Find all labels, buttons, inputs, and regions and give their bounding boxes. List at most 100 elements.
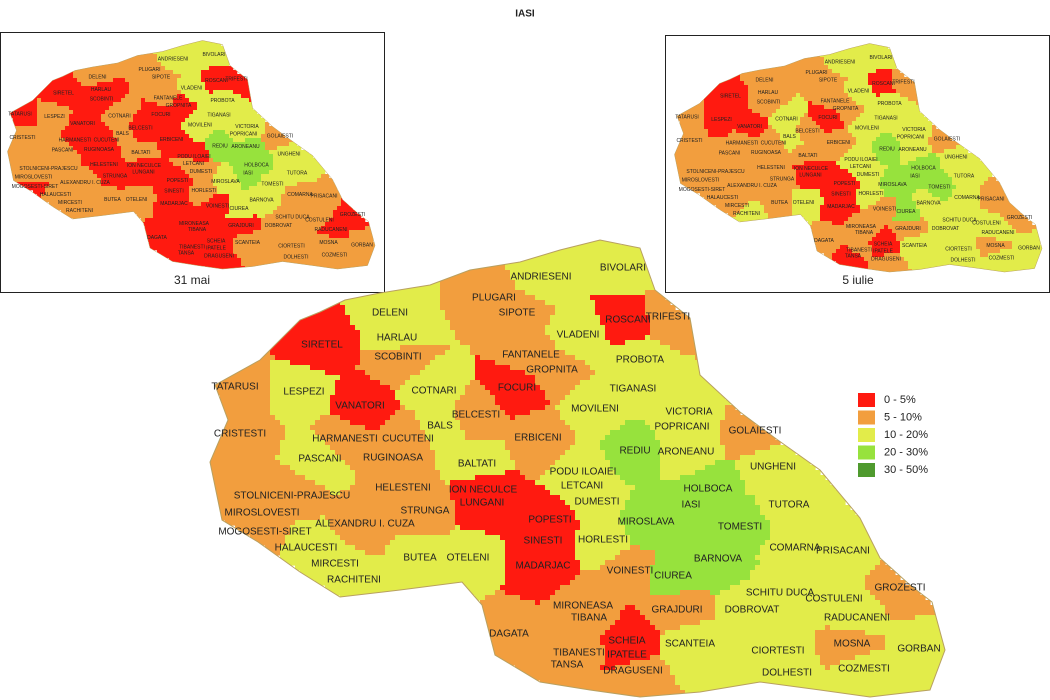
commune-area <box>710 430 716 436</box>
commune-area <box>680 375 686 381</box>
commune-area <box>505 295 511 301</box>
commune-area <box>310 345 316 351</box>
commune-area <box>505 475 511 481</box>
commune-area <box>605 270 611 276</box>
commune-area <box>810 515 816 521</box>
commune-area <box>575 280 581 286</box>
commune-area <box>240 450 246 456</box>
commune-area <box>315 495 321 501</box>
commune-area <box>300 455 306 461</box>
commune-area <box>405 375 411 381</box>
commune-area <box>840 505 846 511</box>
commune-area <box>390 475 396 481</box>
commune-area <box>670 410 676 416</box>
commune-area <box>490 435 496 441</box>
commune-area <box>410 475 416 481</box>
commune-area <box>260 435 266 441</box>
commune-area <box>455 410 461 416</box>
commune-area <box>770 495 776 501</box>
commune-area <box>640 460 646 466</box>
commune-area <box>450 470 456 476</box>
commune-area <box>325 310 331 316</box>
commune-area <box>545 310 551 316</box>
commune-area <box>640 445 646 451</box>
commune-area <box>785 515 791 521</box>
commune-area <box>660 475 666 481</box>
commune-area <box>305 345 311 351</box>
commune-area <box>330 305 336 311</box>
commune-area <box>495 290 501 296</box>
commune-area <box>650 515 656 521</box>
commune-area <box>525 265 531 271</box>
commune-area <box>685 325 691 331</box>
commune-area <box>620 470 626 476</box>
commune-area <box>665 500 671 506</box>
commune-area <box>635 385 641 391</box>
commune-area <box>630 260 636 266</box>
commune-area <box>680 370 686 376</box>
commune-area <box>625 455 631 461</box>
commune-area <box>525 320 531 326</box>
commune-area <box>435 365 441 371</box>
commune-area <box>285 495 291 501</box>
commune-area <box>595 355 601 361</box>
commune-area <box>710 470 716 476</box>
commune-area <box>545 375 551 381</box>
commune-area <box>300 375 306 381</box>
commune-area <box>400 400 406 406</box>
commune-area <box>610 305 616 311</box>
commune-area <box>230 450 236 456</box>
commune-area <box>305 325 311 331</box>
commune-area <box>320 495 326 501</box>
commune-area <box>640 375 646 381</box>
commune-area <box>310 350 316 356</box>
commune-area <box>280 395 286 401</box>
commune-area <box>805 500 811 506</box>
commune-area <box>465 475 471 481</box>
commune-area <box>325 400 331 406</box>
commune-area <box>485 375 491 381</box>
commune-area <box>610 480 616 486</box>
commune-area <box>415 285 421 291</box>
commune-area <box>795 460 801 466</box>
commune-area <box>510 505 516 511</box>
commune-area <box>510 315 516 321</box>
commune-area <box>745 470 751 476</box>
commune-area <box>565 315 571 321</box>
commune-area <box>365 365 371 371</box>
commune-area <box>565 345 571 351</box>
commune-area <box>505 470 511 476</box>
commune-area <box>510 330 516 336</box>
commune-area <box>665 370 671 376</box>
commune-area <box>395 305 401 311</box>
commune-area <box>645 370 651 376</box>
commune-area <box>530 470 536 476</box>
commune-area <box>490 405 496 411</box>
commune-area <box>745 445 751 451</box>
commune-area <box>710 405 716 411</box>
commune-area <box>320 420 326 426</box>
commune-area <box>305 425 311 431</box>
commune-area <box>255 500 261 506</box>
commune-area <box>345 435 351 441</box>
commune-area <box>475 320 481 326</box>
commune-area <box>455 370 461 376</box>
commune-area <box>295 370 301 376</box>
commune-area <box>370 300 376 306</box>
commune-area <box>780 470 786 476</box>
commune-area <box>500 325 506 331</box>
commune-area <box>520 345 526 351</box>
commune-area <box>785 475 791 481</box>
commune-area <box>625 505 631 511</box>
commune-area <box>560 330 566 336</box>
commune-area <box>690 485 696 491</box>
commune-area <box>785 450 791 456</box>
commune-area <box>655 390 661 396</box>
commune-area <box>460 395 466 401</box>
commune-area <box>595 475 601 481</box>
commune-area <box>300 500 306 506</box>
commune-area <box>285 430 291 436</box>
commune-area <box>575 305 581 311</box>
commune-area <box>260 410 266 416</box>
commune-area <box>510 285 516 291</box>
